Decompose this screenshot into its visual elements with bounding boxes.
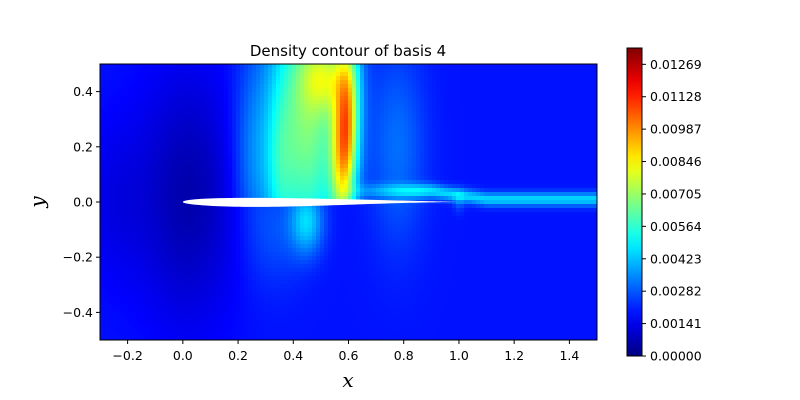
colorbar-tick-label: 0.00141 (650, 316, 702, 331)
colorbar-tick-label: 0.00000 (650, 349, 702, 364)
y-tick-label: −0.2 (63, 250, 93, 265)
colorbar-tick-label: 0.00282 (650, 284, 702, 299)
colorbar-ticks: 0.00000 0.00141 0.00282 0.00423 0.00564 0.007… (642, 57, 702, 364)
x-tick-label: 0.6 (339, 348, 359, 363)
x-tick-label: 1.4 (559, 348, 579, 363)
x-axis: −0.2 0.0 0.2 0.4 0.6 0.8 1.0 1.2 1.4 (112, 340, 579, 363)
x-tick-label: 0.2 (228, 348, 248, 363)
colorbar-tick-label: 0.01269 (650, 57, 702, 72)
colorbar-tick-label: 0.00564 (650, 219, 702, 234)
y-tick-label: 0.0 (73, 195, 93, 210)
airfoil-shape (182, 197, 459, 207)
y-axis: 0.4 0.2 0.0 −0.2 −0.4 (63, 84, 100, 320)
y-tick-label: 0.2 (73, 139, 93, 154)
colorbar-tick-label: 0.00987 (650, 122, 702, 137)
colorbar (626, 47, 643, 357)
colorbar-tick-label: 0.00423 (650, 251, 702, 266)
x-tick-label: −0.2 (112, 348, 142, 363)
chart-title: Density contour of basis 4 (250, 42, 446, 60)
x-tick-label: 0.8 (394, 348, 414, 363)
y-tick-label: −0.4 (63, 305, 93, 320)
x-tick-label: 1.0 (449, 348, 469, 363)
colorbar-tick-label: 0.01128 (650, 89, 702, 104)
y-axis-label: y (25, 196, 49, 209)
x-tick-label: 0.4 (283, 348, 303, 363)
colorbar-tick-label: 0.00846 (650, 154, 702, 169)
x-tick-label: 1.2 (504, 348, 524, 363)
x-tick-label: 0.0 (173, 348, 193, 363)
y-tick-label: 0.4 (73, 84, 93, 99)
x-axis-label: x (342, 368, 353, 392)
colorbar-tick-label: 0.00705 (650, 186, 702, 201)
